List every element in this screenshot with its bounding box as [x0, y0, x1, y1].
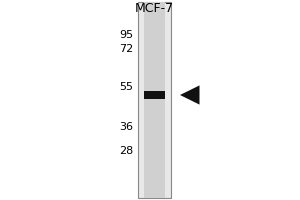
- Bar: [144, 2, 165, 198]
- Text: 55: 55: [119, 82, 134, 92]
- Polygon shape: [180, 85, 200, 105]
- Text: 95: 95: [119, 30, 134, 40]
- Text: 36: 36: [119, 122, 134, 132]
- Bar: [144, 91, 165, 99]
- Text: MCF-7: MCF-7: [135, 2, 174, 16]
- Text: 72: 72: [119, 44, 134, 54]
- Text: 28: 28: [119, 146, 134, 156]
- Bar: [138, 2, 171, 198]
